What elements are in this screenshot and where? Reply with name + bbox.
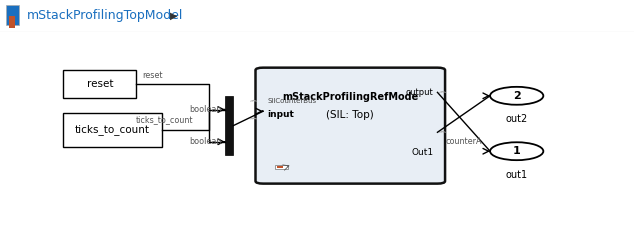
Text: 2: 2 [513,91,521,101]
Text: (SIL: Top): (SIL: Top) [327,110,374,120]
Text: out1: out1 [506,170,527,180]
Bar [275,165,288,169]
Text: counterA: counterA [446,137,482,146]
Bar [9,16,15,28]
Bar [63,113,162,147]
Text: boolean: boolean [190,137,222,146]
Bar [225,96,233,156]
Text: reset: reset [142,71,162,80]
Text: boolean: boolean [190,105,222,114]
Text: Out1: Out1 [411,148,434,157]
Text: mStackProfilingTopModel: mStackProfilingTopModel [27,9,183,22]
Text: input: input [268,110,294,119]
Text: ▶: ▶ [170,10,178,20]
Circle shape [490,142,543,160]
Text: ticks_to_count: ticks_to_count [75,124,150,135]
Bar [63,70,136,98]
Circle shape [490,87,543,105]
Text: mStackProfilingRefMode: mStackProfilingRefMode [282,92,418,102]
Text: output: output [406,88,434,97]
Bar [6,5,19,25]
Text: 1: 1 [513,146,521,156]
Text: ticks_to_count: ticks_to_count [136,116,193,124]
Bar [277,166,283,169]
Text: out2: out2 [505,114,528,124]
Text: reset: reset [87,79,113,89]
FancyBboxPatch shape [256,68,445,184]
Text: SilCounterBus: SilCounterBus [268,98,316,104]
